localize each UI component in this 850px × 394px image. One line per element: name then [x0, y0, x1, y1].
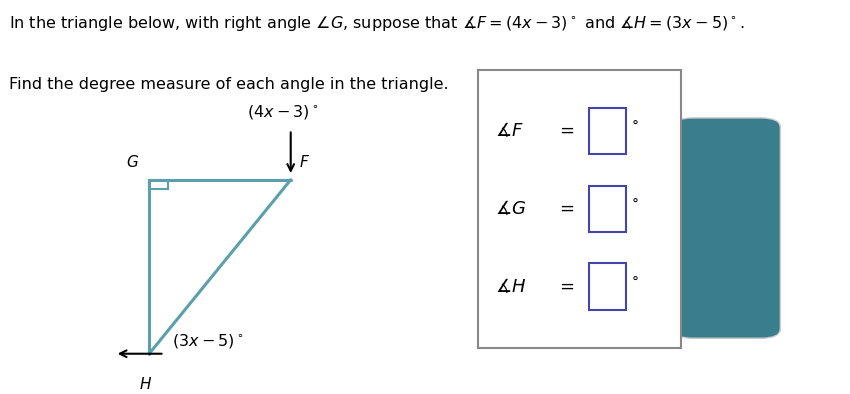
Text: =: =: [558, 200, 574, 218]
Text: °: °: [632, 120, 638, 134]
Text: =: =: [558, 278, 574, 296]
Text: F: F: [300, 155, 309, 170]
Bar: [589, 108, 626, 154]
FancyBboxPatch shape: [673, 118, 780, 338]
Bar: [479, 70, 681, 348]
Text: G: G: [126, 155, 138, 170]
Bar: [589, 186, 626, 232]
Text: In the triangle below, with right angle $\angle G$, suppose that $\measuredangle: In the triangle below, with right angle …: [9, 13, 745, 33]
Text: H: H: [139, 377, 151, 392]
Text: $(3x - 5)^\circ$: $(3x - 5)^\circ$: [173, 332, 244, 350]
Text: $(4x - 3)^\circ$: $(4x - 3)^\circ$: [247, 103, 319, 121]
Text: =: =: [558, 122, 574, 140]
Text: Find the degree measure of each angle in the triangle.: Find the degree measure of each angle in…: [9, 77, 449, 92]
Text: °: °: [632, 198, 638, 212]
Text: $\measuredangle F$: $\measuredangle F$: [495, 121, 524, 140]
Text: $\measuredangle G$: $\measuredangle G$: [495, 199, 526, 218]
Bar: [589, 264, 626, 310]
Text: °: °: [632, 276, 638, 290]
Text: $\measuredangle H$: $\measuredangle H$: [495, 277, 526, 296]
